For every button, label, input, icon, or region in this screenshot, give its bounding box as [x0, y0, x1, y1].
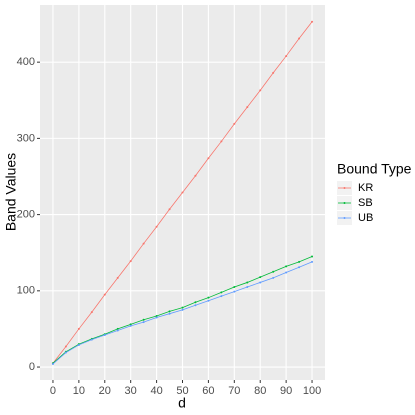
x-axis-title: d: [178, 395, 186, 411]
point: [298, 266, 301, 269]
point: [194, 304, 197, 307]
point: [116, 276, 119, 279]
x-tick-label: 90: [280, 385, 292, 397]
point: [207, 157, 210, 160]
x-tick-label: 40: [150, 385, 162, 397]
legend-title: Bound Type: [337, 161, 412, 177]
point: [220, 291, 223, 294]
point: [246, 106, 249, 109]
x-tick-label: 100: [303, 385, 321, 397]
point: [77, 343, 80, 346]
point: [116, 329, 119, 332]
point: [181, 191, 184, 194]
y-tick-label: 400: [17, 56, 35, 68]
point: [220, 140, 223, 143]
x-tick-label: 80: [254, 385, 266, 397]
legend-point: [343, 187, 346, 189]
legend-label: SB: [358, 197, 373, 209]
y-axis-title: Band Values: [3, 153, 19, 231]
y-tick-label: 200: [17, 209, 35, 221]
point: [142, 242, 145, 245]
point: [155, 314, 158, 317]
x-tick-label: 30: [125, 385, 137, 397]
point: [103, 334, 106, 337]
point: [155, 316, 158, 319]
point: [181, 306, 184, 309]
point: [311, 20, 314, 23]
point: [51, 362, 54, 365]
x-tick-label: 0: [50, 385, 56, 397]
point: [194, 301, 197, 304]
point: [233, 290, 236, 293]
point: [272, 270, 275, 273]
point: [285, 55, 288, 58]
point: [90, 338, 93, 341]
point: [259, 89, 262, 92]
point: [220, 295, 223, 298]
point: [311, 255, 314, 258]
point: [207, 299, 210, 302]
point: [181, 308, 184, 311]
x-tick-label: 50: [176, 385, 188, 397]
point: [259, 281, 262, 284]
point: [64, 345, 67, 348]
legend-label: UB: [358, 212, 373, 224]
point: [77, 327, 80, 330]
y-tick-label: 0: [29, 361, 35, 373]
point: [155, 225, 158, 228]
point: [272, 71, 275, 74]
point: [285, 265, 288, 268]
point: [168, 310, 171, 313]
point: [168, 208, 171, 211]
point: [246, 286, 249, 289]
point: [129, 323, 132, 326]
point: [298, 37, 301, 40]
point: [168, 312, 171, 315]
point: [285, 271, 288, 274]
x-tick-label: 70: [228, 385, 240, 397]
point: [194, 174, 197, 177]
legend-label: KR: [358, 182, 373, 194]
point: [272, 276, 275, 279]
point: [259, 276, 262, 279]
point: [129, 324, 132, 327]
legend-point: [343, 202, 346, 204]
x-tick-label: 20: [99, 385, 111, 397]
point: [298, 260, 301, 263]
point: [233, 286, 236, 289]
point: [129, 260, 132, 263]
point: [233, 122, 236, 125]
point: [207, 296, 210, 299]
point: [103, 293, 106, 296]
point: [90, 311, 93, 314]
y-tick-label: 100: [17, 285, 35, 297]
y-tick-label: 300: [17, 132, 35, 144]
point: [142, 318, 145, 321]
point: [246, 281, 249, 284]
point: [142, 321, 145, 324]
legend-point: [343, 217, 346, 219]
point: [64, 351, 67, 354]
point: [116, 327, 119, 330]
x-tick-label: 60: [202, 385, 214, 397]
point: [311, 260, 314, 263]
x-tick-label: 10: [73, 385, 85, 397]
